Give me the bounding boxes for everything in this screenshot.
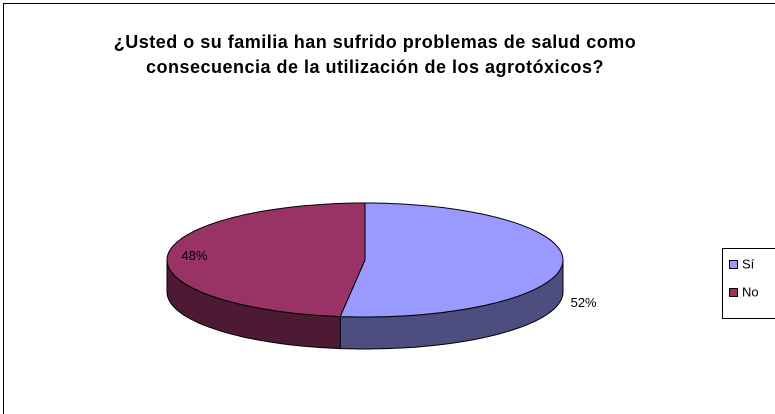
- chart-title: ¿Usted o su familia han sufrido problema…: [113, 32, 637, 77]
- pie-slice: [339, 202, 564, 318]
- legend-label: Sí: [742, 256, 755, 271]
- legend-swatch: [729, 288, 738, 297]
- data-label: 48%: [181, 248, 207, 263]
- legend-swatch: [729, 260, 738, 269]
- data-label: 52%: [571, 295, 597, 310]
- pie-slice: [166, 202, 366, 318]
- legend-label: No: [742, 284, 759, 299]
